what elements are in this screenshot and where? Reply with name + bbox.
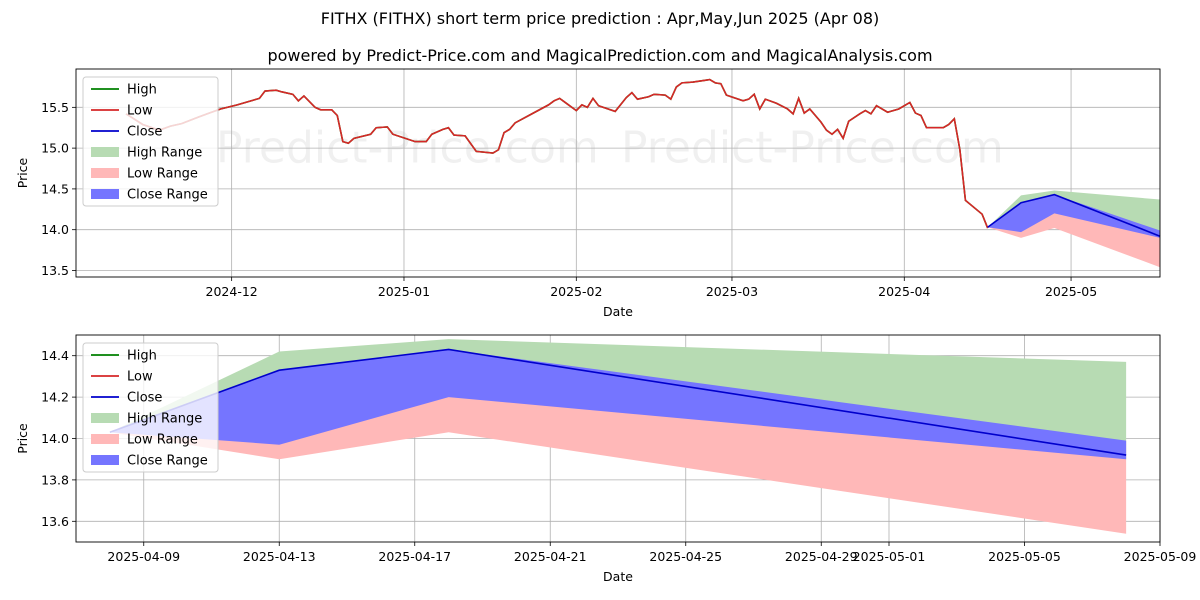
legend-label: Close [127,125,162,140]
close-forecast-line [987,193,1161,237]
x-axis-label: Date [603,569,633,584]
legend-swatch-patch [91,413,119,423]
x-tick-label: 2025-04-17 [378,549,451,564]
x-tick-label: 2025-05-01 [853,549,926,564]
legend-label: Close Range [127,188,208,203]
low-line [125,78,989,229]
chart-subtitle: powered by Predict-Price.com and Magical… [267,46,933,65]
chart-panel-2: Predict-Price.comPredict-Price.com2025-0… [15,334,1197,584]
y-tick-label: 15.5 [41,100,69,115]
legend-swatch-patch [91,455,119,465]
close-range-band [109,349,1127,460]
y-tick-label: 14.5 [41,181,69,196]
x-tick-label: 2025-03 [706,284,758,299]
x-tick-label: 2025-04-13 [243,549,316,564]
plot-frame [75,68,1161,278]
plot-frame [75,334,1161,543]
legend-label: High Range [127,146,202,161]
x-tick-label: 2024-12 [206,284,258,299]
x-tick-label: 2025-04 [878,284,930,299]
legend-label: Low Range [127,167,198,182]
legend-swatch-patch [91,168,119,178]
y-tick-label: 13.8 [41,472,69,487]
x-tick-label: 2025-04-21 [514,549,587,564]
x-tick-label: 2025-05-09 [1124,549,1197,564]
y-tick-label: 14.2 [41,390,69,405]
close-range-band [987,194,1160,238]
legend-label: Low [127,104,153,119]
chart-panel-1: Predict-Price.com Predict-Price.com2024-1… [15,68,1161,319]
legend-label: Close [127,391,162,406]
x-tick-label: 2025-02 [550,284,602,299]
x-tick-label: 2025-04-29 [785,549,858,564]
legend-label: High Range [127,412,202,427]
x-tick-label: 2025-05-05 [988,549,1061,564]
y-tick-label: 14.0 [41,222,69,237]
plot-area [76,69,1160,277]
x-axis-label: Date [603,304,633,319]
x-tick-label: 2025-04-25 [649,549,722,564]
legend-swatch-patch [91,147,119,157]
chart-title: FITHX (FITHX) short term price predictio… [320,9,880,28]
legend-label: Close Range [127,454,208,469]
legend-swatch-patch [91,189,119,199]
y-tick-label: 14.0 [41,431,69,446]
y-tick-label: 14.4 [41,348,69,363]
x-tick-label: 2025-04-09 [107,549,180,564]
legend-swatch-patch [91,434,119,444]
legend-label: Low Range [127,433,198,448]
y-tick-label: 13.5 [41,263,69,278]
y-axis-label: Price [15,423,30,454]
legend-label: High [127,349,157,364]
y-axis-label: Price [15,157,30,188]
x-tick-label: 2025-01 [378,284,430,299]
legend-label: High [127,83,157,98]
legend-label: Low [127,370,153,385]
x-tick-label: 2025-05 [1045,284,1097,299]
y-tick-label: 13.6 [41,514,69,529]
y-tick-label: 15.0 [41,141,69,156]
